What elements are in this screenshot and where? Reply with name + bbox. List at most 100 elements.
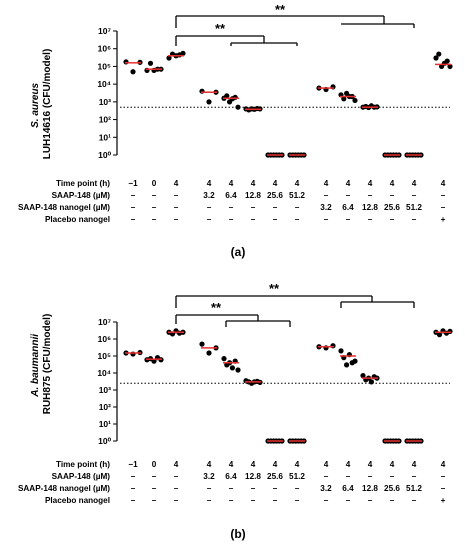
panel-a-data-point: [436, 51, 442, 57]
panel-b-cell-placebo: –: [346, 496, 351, 505]
panel-b-sig-label: **: [211, 300, 222, 315]
panel-b-cell-time: 4: [174, 460, 179, 469]
panel-a-data-point: [130, 69, 136, 75]
panel-a-data-point: [166, 55, 172, 61]
panel-a-cell-saap: 51.2: [289, 191, 305, 200]
panel-b-cell-saap: –: [441, 472, 446, 481]
panel-b-cell-nanogel: –: [295, 484, 300, 493]
panel-a-ytick-label: 10¹: [99, 132, 111, 142]
panel-a-cell-time: 4: [295, 179, 300, 188]
panel-a-data-point: [232, 94, 238, 100]
panel-b-cell-time: 4: [295, 460, 300, 469]
panel-b-cell-placebo: –: [390, 496, 395, 505]
panel-b-cell-time: 4: [368, 460, 373, 469]
panel-b-cell-nanogel: –: [251, 484, 256, 493]
panel-b-ylabel-rest: RUH875 (CFU/model): [42, 314, 53, 415]
panel-b-data-point: [436, 332, 443, 338]
panel-b-cell-time: 0: [152, 460, 157, 469]
panel-a-cell-time: 4: [441, 179, 446, 188]
panel-a-cell-time: 4: [251, 179, 256, 188]
panel-a-ytick-label: 10⁵: [98, 61, 111, 71]
panel-b-ylabel: A. baumannii RUH875 (CFU/model): [30, 314, 53, 415]
panel-b-cell-saap: –: [368, 472, 373, 481]
panel-b-data-point: [199, 341, 205, 347]
panel-a-cell-placebo: –: [346, 215, 351, 224]
panel-a-data-point: [352, 97, 358, 104]
panel-b-ytick-label: 10⁶: [98, 334, 111, 344]
panel-b-data-point: [130, 351, 136, 357]
panel-a-cell-saap: –: [412, 191, 417, 200]
panel-b-cell-nanogel: –: [441, 484, 446, 493]
panel-b-cell-saap: 25.6: [267, 472, 283, 481]
panel-a-cell-placebo: –: [368, 215, 373, 224]
panel-a-ytick-label: 10³: [99, 97, 111, 107]
panel-a-cell-saap: 12.8: [245, 191, 261, 200]
panel-b-cell-placebo: –: [273, 496, 278, 505]
panel-b-cell-saap: 6.4: [225, 472, 237, 481]
panel-a-cell-placebo: –: [207, 215, 212, 224]
panel-a-data-point: [123, 59, 129, 65]
panel-a-cell-time: 4: [207, 179, 212, 188]
panel-a-cell-saap: –: [441, 191, 446, 200]
panel-b-cell-nanogel: –: [229, 484, 234, 493]
panel-a-cell-saap: –: [131, 191, 136, 200]
panel-a-ytick-label: 10⁷: [98, 26, 111, 36]
panel-b-ytick-label: 10⁵: [98, 351, 111, 361]
panel-b-data-point: [447, 328, 453, 334]
panel-a-cell-nanogel: –: [131, 203, 136, 212]
panel-a-cell-time: 0: [152, 179, 157, 188]
panel-b-ytick-label: 10³: [99, 385, 111, 395]
panel-b-cell-placebo: –: [295, 496, 300, 505]
panel-a-cell-saap: –: [390, 191, 395, 200]
panel-b-sig-label: **: [269, 281, 280, 296]
panel-b-cell-saap: –: [174, 472, 179, 481]
panel-b-cell-placebo: –: [368, 496, 373, 505]
panel-b-ytick-label: 10¹: [99, 419, 111, 429]
panel-b-cell-nanogel: 51.2: [406, 484, 422, 493]
panel-b-cell-placebo: –: [174, 496, 179, 505]
panel-b-marks: 10⁰ 10¹ 10² 10³ 10⁴ 10⁵ 10⁶ 10⁷ ** ** −1 0 4 4 4 4 4 4 4 4 4…: [97, 281, 453, 505]
panel-b-data-point: [344, 362, 350, 368]
panel-b-cell-nanogel: 3.2: [320, 484, 332, 493]
panel-a-sig-label: **: [215, 21, 226, 36]
panel-a-cell-time: 4: [174, 179, 179, 188]
panel-a-cell-nanogel: –: [441, 203, 446, 212]
panel-a-row-label-placebo: Placebo nanogel: [45, 215, 110, 224]
panel-a-cell-placebo: –: [390, 215, 395, 224]
panel-b-ytick-label: 10⁰: [98, 436, 111, 446]
panel-b-cell-nanogel: –: [131, 484, 136, 493]
panel-a-cell-placebo: –: [131, 215, 136, 224]
panel-b-data-point: [368, 379, 374, 385]
panel-a-cell-nanogel: 3.2: [320, 203, 332, 212]
panel-b-cell-time: 4: [390, 460, 395, 469]
panel-a-marks: 10⁰ 10¹ 10² 10³ 10⁴ 10⁵ 10⁶ 10⁷ ** ** −1 0 4 4 4 4 4 4 4 4 4…: [97, 2, 453, 224]
panel-a-ytick-label: 10⁶: [98, 44, 111, 54]
panel-a-cell-saap: 25.6: [267, 191, 283, 200]
panel-b-cell-saap: 12.8: [245, 472, 261, 481]
panel-b-data-point: [352, 358, 358, 364]
panel-a-cell-nanogel: 6.4: [342, 203, 354, 212]
panel-b-cell-nanogel: –: [207, 484, 212, 493]
panel-b-cell-placebo: –: [412, 496, 417, 505]
panel-a-cell-nanogel: –: [229, 203, 234, 212]
panel-a-cell-time: 4: [229, 179, 234, 188]
panel-a-cell-time: −1: [128, 179, 138, 188]
panel-a-ylabel-italic: S. aureus: [30, 82, 41, 127]
panel-b-data-point: [330, 343, 336, 349]
panel-b-cell-time: 4: [346, 460, 351, 469]
panel-b-cell-placebo: –: [207, 496, 212, 505]
panel-a-cell-nanogel: 51.2: [406, 203, 422, 212]
panel-b-cell-placebo: +: [441, 496, 446, 505]
panel-b-data-point: [360, 373, 366, 379]
panel-a: S. aureus LUH14616 (CFU/model) 10⁰ 10¹ 10²…: [18, 2, 453, 259]
panel-a-cell-time: 4: [346, 179, 351, 188]
panel-a-cell-time: 4: [412, 179, 417, 188]
panel-a-data-point: [235, 104, 241, 110]
panel-a-cell-nanogel: –: [295, 203, 300, 212]
panel-b-cell-nanogel: 25.6: [384, 484, 400, 493]
panel-a-cell-saap: –: [368, 191, 373, 200]
panel-a-cell-saap: –: [174, 191, 179, 200]
panel-b-cell-placebo: –: [229, 496, 234, 505]
